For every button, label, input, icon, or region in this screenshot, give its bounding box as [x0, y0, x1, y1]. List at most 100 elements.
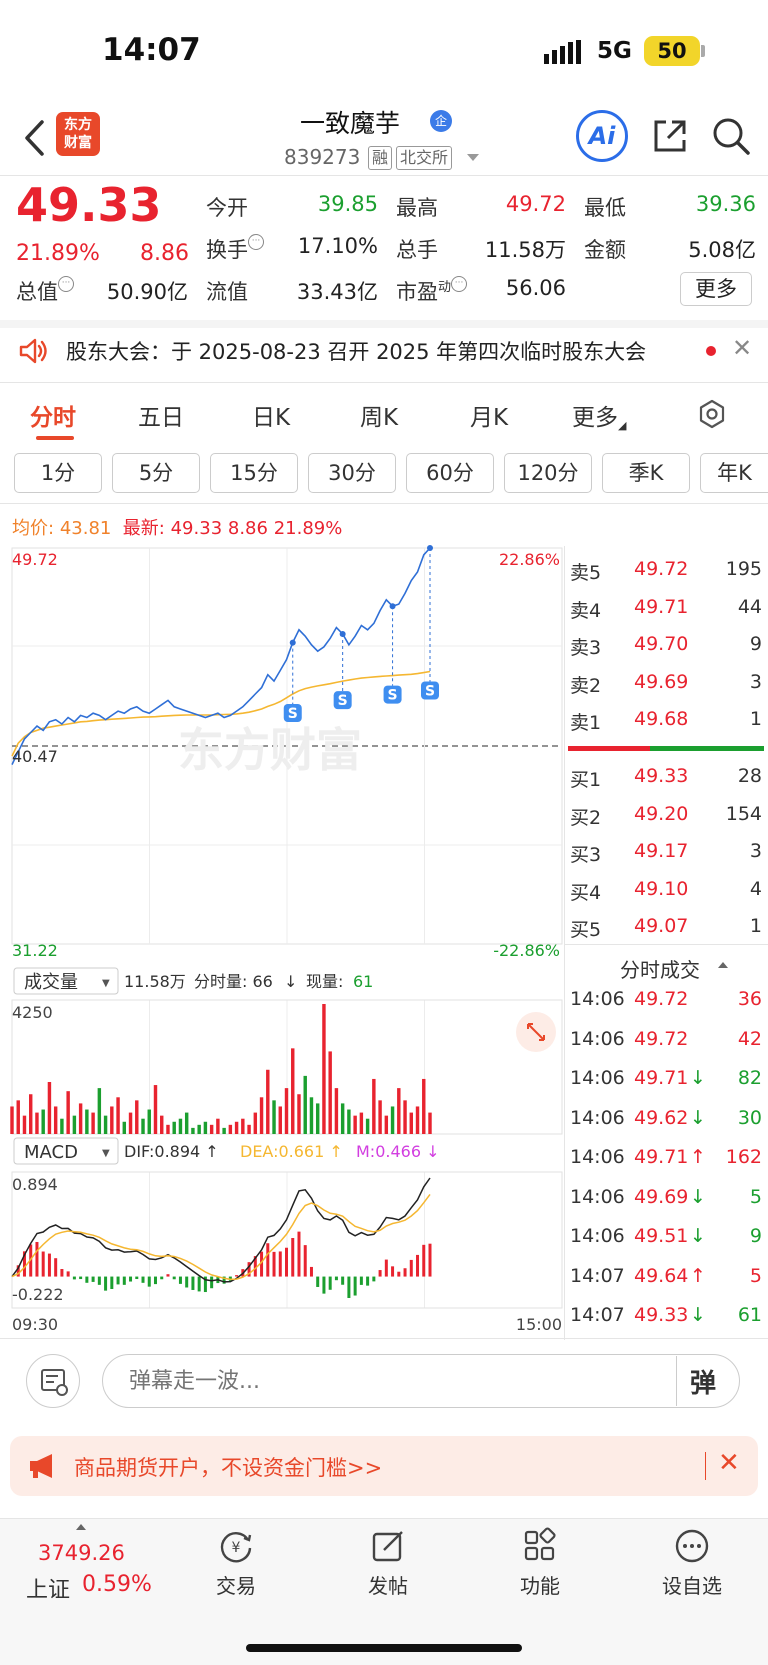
macd-bar: [266, 1243, 270, 1277]
signal-label: S: [425, 684, 435, 700]
y-max-pct: 22.86%: [499, 550, 560, 569]
ob-price: 49.71: [634, 595, 689, 618]
ad-text[interactable]: 商品期货开户，不设资金门槛>>: [74, 1456, 383, 1480]
macd-bar: [353, 1276, 357, 1296]
bar-tab-1min[interactable]: 1分: [14, 453, 102, 493]
home-indicator[interactable]: [246, 1644, 522, 1652]
tab-more[interactable]: 更多◢: [572, 398, 626, 432]
macd-max: 0.894: [12, 1175, 58, 1194]
info-icon[interactable]: ···: [451, 276, 468, 292]
volume-total: 11.58万: [124, 972, 186, 991]
chevron-down-icon[interactable]: [467, 154, 479, 161]
bar-tab-year-k[interactable]: 年K: [700, 453, 768, 493]
volume-bar: [22, 1115, 27, 1134]
bar-tab-60min[interactable]: 60分: [406, 453, 494, 493]
volume-bar: [116, 1097, 120, 1134]
gear-icon[interactable]: [696, 398, 728, 430]
trade-icon: ¥: [220, 1532, 252, 1563]
bar-tab-30min[interactable]: 30分: [308, 453, 396, 493]
macd-selector[interactable]: [13, 1137, 119, 1165]
ad-banner[interactable]: [10, 1436, 758, 1496]
pe-value: 56.06: [505, 276, 566, 300]
bar-tab-120min[interactable]: 120分: [504, 453, 592, 493]
volume-bar: [216, 1118, 220, 1134]
signal-badge[interactable]: [383, 685, 402, 704]
info-icon[interactable]: ···: [58, 276, 74, 292]
battery-cap: [701, 45, 705, 57]
tab-five-day[interactable]: 五日: [138, 405, 184, 431]
tab-intraday[interactable]: 分时: [30, 405, 76, 431]
macd-bar: [272, 1251, 276, 1277]
signal-badge[interactable]: [421, 681, 439, 700]
index-percent[interactable]: 0.59%: [82, 1572, 152, 1597]
volume-bar: [222, 1127, 226, 1134]
intraday-chart[interactable]: 东方财富 S S S S 49.72 22.86% 40.47 31.22 -22.8…: [0, 540, 564, 1340]
notice-text[interactable]: 股东大会：于 2025-08-23 召开 2025 年第四次临时股东大会: [66, 340, 647, 364]
volume-selector[interactable]: [13, 967, 119, 995]
signal-point: [289, 639, 296, 646]
bid-row[interactable]: 买1 49.33 28: [568, 759, 764, 795]
bid-row[interactable]: 买2 49.20 154: [568, 797, 764, 833]
bid-row[interactable]: 买5 49.07 1: [568, 909, 764, 945]
ob-label: 卖2: [570, 674, 602, 697]
ask-row[interactable]: 卖2 49.69 3: [568, 665, 764, 701]
bar-tab-15min[interactable]: 15分: [210, 453, 298, 493]
index-value[interactable]: 3749.26: [38, 1541, 125, 1565]
ask-ratio-bar: [568, 746, 650, 751]
ticks-title[interactable]: 分时成交: [620, 958, 700, 982]
signal-badge[interactable]: [283, 703, 302, 722]
ai-button[interactable]: Ai: [576, 110, 628, 162]
y-max-label: 49.72: [12, 550, 58, 569]
nav-watchlist[interactable]: 设自选: [647, 1526, 737, 1599]
pe-label[interactable]: 市盈动 ···: [396, 276, 468, 306]
macd-bar: [60, 1269, 64, 1277]
bid-row[interactable]: 买3 49.17 3: [568, 834, 764, 870]
danmaku-toggle-button[interactable]: 弹: [690, 1369, 717, 1399]
danmaku-input[interactable]: [102, 1354, 740, 1408]
bid-row[interactable]: 买4 49.10 4: [568, 872, 764, 908]
turnover-label[interactable]: 换手 ···: [206, 234, 264, 264]
signal-badge[interactable]: [333, 691, 352, 710]
bar-tab-5min[interactable]: 5分: [112, 453, 200, 493]
tab-daily-k[interactable]: 日K: [252, 405, 291, 431]
volume-bar: [122, 1121, 127, 1134]
tab-weekly-k[interactable]: 周K: [360, 405, 399, 431]
nav-function[interactable]: 功能: [495, 1526, 585, 1599]
macd-bar: [366, 1276, 370, 1286]
nav-trade[interactable]: ¥ 交易: [191, 1526, 281, 1599]
tab-monthly-k[interactable]: 月K: [470, 405, 509, 431]
ob-price: 49.07: [634, 915, 689, 937]
macd-bar: [334, 1276, 338, 1281]
more-button[interactable]: 更多: [680, 272, 752, 306]
volume-bar: [397, 1088, 401, 1134]
ask-row[interactable]: 卖5 49.72 195: [568, 552, 764, 588]
search-icon[interactable]: [711, 116, 751, 156]
macd-bar: [35, 1241, 39, 1277]
tick-price: 49.71: [634, 1067, 689, 1089]
ob-qty: 3: [749, 670, 762, 693]
volume-max: 4250: [12, 1003, 53, 1022]
chevron-up-icon[interactable]: [718, 962, 728, 968]
share-icon[interactable]: [650, 116, 690, 156]
index-name[interactable]: 上证: [26, 1578, 71, 1603]
volume-bar: [128, 1112, 133, 1134]
section-gap: [0, 320, 768, 328]
tick-arrow: ↓: [690, 1185, 706, 1208]
bar-tab-quarter-k[interactable]: 季K: [602, 453, 690, 493]
ask-row[interactable]: 卖1 49.68 1: [568, 702, 764, 738]
ask-row[interactable]: 卖4 49.71 44: [568, 590, 764, 626]
mktcap-label[interactable]: 总值 ···: [16, 276, 74, 306]
danmaku-settings-button[interactable]: [26, 1354, 80, 1408]
close-icon[interactable]: ✕: [718, 1448, 740, 1478]
battery-icon: 50: [644, 36, 700, 66]
volume-down-arrow: ↓: [284, 972, 297, 991]
back-icon[interactable]: [22, 118, 48, 158]
volume-bar: [197, 1124, 201, 1134]
macd-bar: [253, 1256, 257, 1277]
ask-row[interactable]: 卖3 49.70 9: [568, 627, 764, 663]
info-icon[interactable]: ···: [248, 234, 264, 250]
volume-bar: [241, 1118, 245, 1134]
chevron-up-icon[interactable]: [76, 1524, 86, 1530]
nav-post[interactable]: 发帖: [343, 1526, 433, 1599]
close-icon[interactable]: ✕: [732, 334, 753, 362]
